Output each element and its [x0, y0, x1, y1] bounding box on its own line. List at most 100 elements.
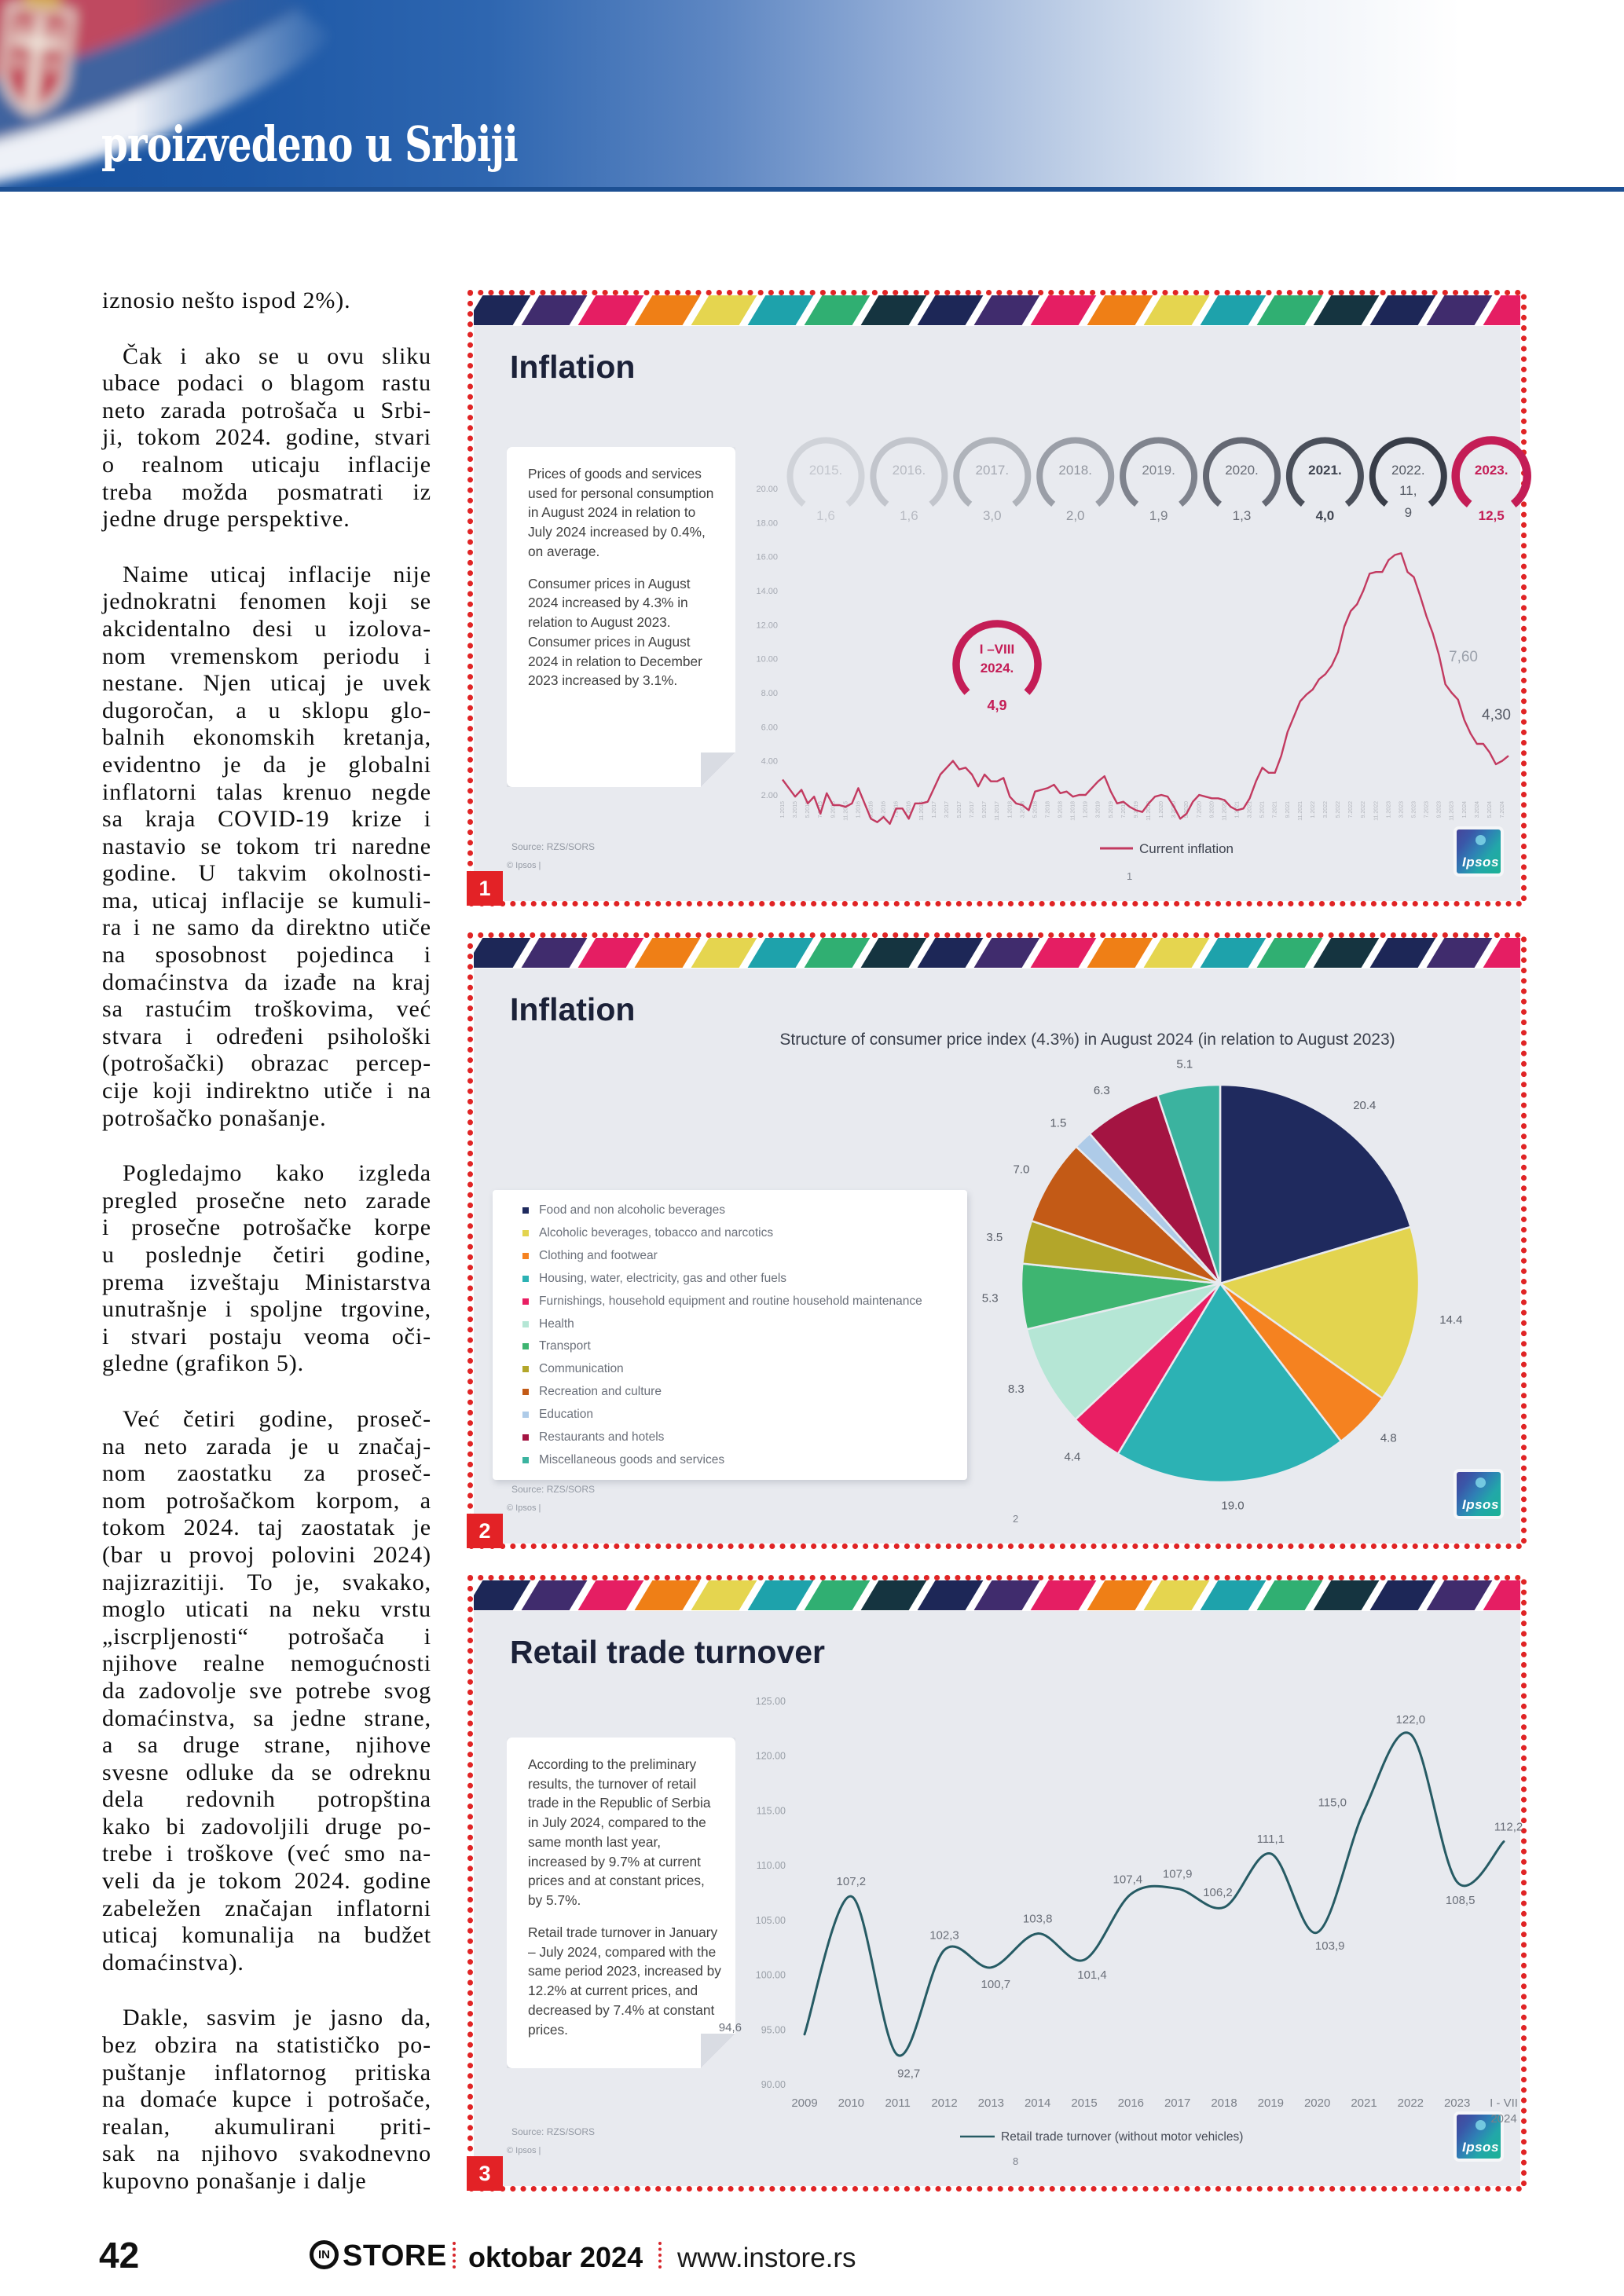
note-paragraph: Consumer prices in August 2024 increased… — [528, 575, 702, 689]
article-text-line: Već četiri godine, proseč- — [123, 1405, 431, 1432]
note-box-folded-corner — [701, 2034, 735, 2068]
strip-segment — [1143, 938, 1210, 968]
article-paragraph: Pogledajmo kako izgleda pregled prosečne … — [102, 1160, 431, 1378]
legend-swatch — [522, 1229, 529, 1236]
article-text-line: i stvari postaju veoma oči- — [102, 1323, 431, 1349]
slide-subtitle: Structure of consumer price index (4.3%)… — [779, 1031, 1395, 1049]
flag-coat-of-arms — [0, 0, 75, 116]
slide-note-text: Prices of goods and services used for pe… — [528, 464, 721, 690]
article-text-line: ubace podaci o blagom rastu — [102, 370, 431, 397]
article-text-line: dugoročan, a u sklopu glo- — [102, 697, 431, 723]
article-text-line: domaćinstva). — [102, 1949, 244, 1976]
article-text-line: prema izveštaju Ministarstva — [102, 1269, 431, 1295]
strip-segment — [577, 295, 644, 325]
strip-segment — [634, 295, 701, 325]
legend-swatch — [522, 1207, 529, 1214]
coat-crown — [24, 0, 60, 10]
fold-triangle — [701, 753, 735, 787]
strip-segment — [860, 938, 927, 968]
article-text-line: pregled prosečne neto zarade — [102, 1187, 431, 1214]
pie-legend-item: Furnishings, household equipment and rou… — [522, 1294, 922, 1309]
slide-page-number: 2 — [1013, 1513, 1019, 1525]
strip-segment — [521, 938, 588, 968]
ipsos-logo-dot — [1476, 2120, 1486, 2130]
ipsos-logo-dot — [1476, 835, 1486, 845]
strip-segment — [474, 295, 531, 325]
article-text-line: Dakle, sasvim je jasno da, — [123, 2005, 431, 2031]
slide-source-note: Source: RZS/SORS — [511, 1484, 596, 1495]
slide-number-badge: 3 — [467, 2156, 503, 2191]
masthead-rule — [0, 187, 1624, 192]
article-text-line: sa rastućim troškovima, već — [102, 996, 431, 1023]
strip-segment — [1030, 295, 1097, 325]
note-paragraph: According to the preliminary results, th… — [528, 1756, 711, 1909]
strip-segment — [860, 1580, 927, 1610]
slide-title: Inflation — [510, 349, 636, 385]
article-text-line: jednokratni fenomen koji se — [102, 588, 431, 615]
strip-segment — [973, 1580, 1040, 1610]
ipsos-logo: Ipsos — [1457, 2115, 1501, 2159]
article-text-line: evidentno je da je globalni — [102, 751, 431, 778]
article-text-line: na sposobnost pojedinca i — [102, 942, 431, 969]
strip-segment — [804, 1580, 871, 1610]
strip-segment — [747, 295, 814, 325]
legend-swatch — [522, 1252, 529, 1259]
ipsos-logo-dot — [1476, 1478, 1486, 1488]
slide-copyright-note: © Ipsos | — [507, 2146, 541, 2155]
serbian-flag-photo — [0, 0, 338, 182]
article-text-line: (bar u provoj polovini 2024) — [102, 1541, 431, 1568]
strip-segment — [1369, 295, 1436, 325]
legend-swatch — [522, 1366, 529, 1373]
ipsos-logo: Ipsos — [1457, 829, 1501, 873]
legend-label: Health — [539, 1316, 574, 1331]
article-column: iznosio nešto ispod 2%). Čak i ako se u o… — [102, 287, 431, 2195]
slide-3-retail-trade: Retail trade turnover Source: RZS/SORS © I… — [467, 1574, 1527, 2192]
legend-swatch — [522, 1456, 529, 1463]
strip-segment — [804, 938, 871, 968]
legend-label: Transport — [539, 1339, 591, 1353]
fold-triangle — [701, 2034, 735, 2068]
strip-segment — [973, 295, 1040, 325]
strip-segment — [691, 938, 757, 968]
pie-legend-item: Food and non alcoholic beverages — [522, 1203, 725, 1218]
legend-label: Communication — [539, 1362, 624, 1376]
slide-title: Inflation — [510, 991, 636, 1027]
slide-number-badge: 2 — [467, 1514, 503, 1548]
article-paragraph: Već četiri godine, proseč-na neto zarada… — [102, 1406, 431, 1976]
article-text-line: sa kraja COVID-19 krize i — [102, 806, 431, 833]
legend-label: Clothing and footwear — [539, 1248, 658, 1262]
article-text-line: gledne (grafikon 5). — [102, 1350, 305, 1377]
article-text-line: domaćinstva, sa jedne strane, — [102, 1705, 431, 1731]
article-text-line: stvara i određeni psihološki — [102, 1023, 431, 1049]
article-text-line: ra i ne samo da direktno utiče — [102, 914, 431, 941]
legend-label: Housing, water, electricity, gas and oth… — [539, 1271, 787, 1285]
strip-segment — [474, 938, 531, 968]
strip-segment — [577, 938, 644, 968]
article-text-line: dela redovnih potropština — [102, 1786, 431, 1813]
footer-separator — [658, 2242, 662, 2269]
strip-segment — [634, 1580, 701, 1610]
article-text-line: domaćinstva da izađe na kraj — [102, 969, 431, 995]
pie-legend-item: Alcoholic beverages, tobacco and narcoti… — [522, 1226, 773, 1240]
slide-copyright-note: © Ipsos | — [507, 1503, 541, 1513]
article-paragraph: iznosio nešto ispod 2%). — [102, 287, 431, 315]
pie-legend-item: Health — [522, 1317, 574, 1331]
strip-segment — [1369, 938, 1436, 968]
article-text-line: akcidentalno desi u izolova- — [102, 615, 431, 642]
strip-segment — [691, 295, 757, 325]
strip-segment — [1369, 1580, 1436, 1610]
slide-title: Retail trade turnover — [510, 1634, 825, 1670]
article-text-line: na neto zarada je u značaj- — [102, 1433, 431, 1459]
article-text-line: najizrazitiji. To je, svakako, — [102, 1569, 431, 1595]
strip-segment — [1256, 295, 1323, 325]
article-text-line: nom potrošačkom korpom, a — [102, 1487, 431, 1514]
article-text-line: veli da je tokom 2024. godine — [102, 1868, 431, 1895]
article-text-line: potrošačko ponašanje. — [102, 1104, 327, 1131]
strip-segment — [1200, 295, 1267, 325]
strip-segment — [521, 1580, 588, 1610]
footer-website-link[interactable]: www.instore.rs — [677, 2243, 856, 2273]
article-text-line: nastavio se tokom tri naredne — [102, 833, 431, 859]
instore-logo-icon: IN — [310, 2240, 339, 2269]
article-text-line: puštanje inflatornog pritiska — [102, 2059, 431, 2085]
article-text-line: ma, uticaj inflacije se kumuli- — [102, 887, 431, 914]
